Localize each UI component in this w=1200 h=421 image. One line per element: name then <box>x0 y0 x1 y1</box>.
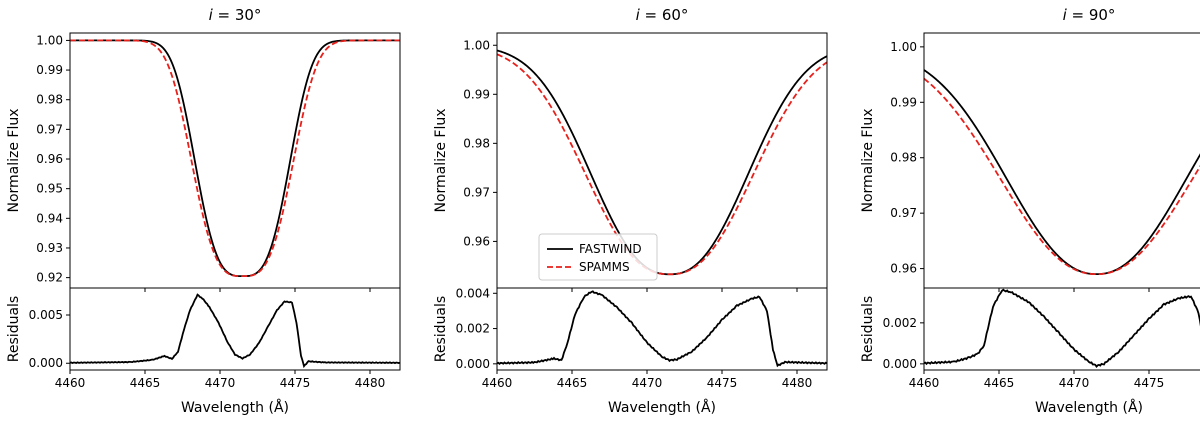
flux-ytick-label: 1.00 <box>36 33 63 47</box>
xtick-label: 4470 <box>632 376 663 390</box>
spamms-line <box>924 77 1200 276</box>
spamms-line <box>70 39 400 278</box>
fastwind-line <box>70 39 400 278</box>
flux-ytick-label: 0.94 <box>36 211 63 225</box>
panel-title-value: = 90° <box>1072 6 1116 24</box>
xtick-label: 4460 <box>909 376 940 390</box>
residuals-y-axis-label: Residuals <box>6 296 22 362</box>
flux-ytick-label: 0.98 <box>463 136 490 150</box>
panel-title-variable: i <box>636 6 645 24</box>
xtick-label: 4465 <box>984 376 1015 390</box>
legend-label-fastwind: FASTWIND <box>579 242 642 256</box>
flux-ytick-label: 0.96 <box>463 234 490 248</box>
flux-ytick-label: 0.98 <box>36 93 63 107</box>
residuals-ytick-label: 0.000 <box>456 357 490 371</box>
residuals-y-axis-label: Residuals <box>433 296 449 362</box>
legend-label-spamms: SPAMMS <box>579 260 630 274</box>
residuals-ytick-label: 0.000 <box>29 356 63 370</box>
residuals-ytick-label: 0.002 <box>456 322 490 336</box>
xtick-label: 4475 <box>707 376 738 390</box>
x-axis-label: Wavelength (Å) <box>1035 399 1143 416</box>
panel-title: i = 60° <box>636 6 689 24</box>
xtick-label: 4470 <box>1059 376 1090 390</box>
x-axis-label: Wavelength (Å) <box>181 399 289 416</box>
panel-2: i = 60° 1.00 0.99 0.98 0.97 0.96 0.000 0.002 0.0… <box>433 6 828 416</box>
residuals-line <box>497 290 827 368</box>
residuals-line <box>70 293 400 369</box>
flux-ytick-label: 0.97 <box>36 122 63 136</box>
fastwind-line <box>924 69 1200 276</box>
flux-ytick-label: 0.98 <box>890 151 917 165</box>
panel-title-variable: i <box>1063 6 1072 24</box>
x-axis-label: Wavelength (Å) <box>608 399 716 416</box>
spamms-line <box>497 53 827 276</box>
panel-1: i = 30° 1.00 0.99 0.98 0.97 0.96 0.95 0.94 0.93 0… <box>6 6 401 416</box>
flux-ytick-label: 0.97 <box>463 185 490 199</box>
flux-y-axis-label: Normalize Flux <box>433 108 449 212</box>
flux-ytick-label: 0.97 <box>890 206 917 220</box>
flux-ytick-label: 0.92 <box>36 271 63 285</box>
panel-3: i = 90° 1.00 0.99 0.98 0.97 0.96 0.000 0.002 446… <box>860 6 1200 416</box>
xtick-label: 4475 <box>280 376 311 390</box>
xtick-label: 4475 <box>1134 376 1165 390</box>
flux-ytick-label: 0.96 <box>36 152 63 166</box>
residuals-axes-frame <box>923 287 1200 371</box>
flux-ytick-label: 1.00 <box>463 38 490 52</box>
panel-title-value: = 30° <box>218 6 262 24</box>
panel-title-value: = 60° <box>645 6 689 24</box>
flux-ytick-label: 1.00 <box>890 40 917 54</box>
residuals-y-axis-label: Residuals <box>860 296 876 362</box>
flux-ytick-label: 0.99 <box>36 63 63 77</box>
xtick-label: 4480 <box>782 376 813 390</box>
legend-box <box>538 233 658 281</box>
panel-title: i = 90° <box>1063 6 1116 24</box>
flux-ytick-label: 0.95 <box>36 182 63 196</box>
flux-ytick-label: 0.93 <box>36 241 63 255</box>
residuals-axes-frame <box>69 287 401 371</box>
legend: FASTWIND SPAMMS <box>538 233 658 281</box>
flux-ytick-label: 0.96 <box>890 262 917 276</box>
panel-title-variable: i <box>209 6 218 24</box>
flux-y-axis-label: Normalize Flux <box>6 108 22 212</box>
xtick-label: 4465 <box>557 376 588 390</box>
xtick-label: 4480 <box>355 376 386 390</box>
flux-ytick-label: 0.99 <box>890 95 917 109</box>
panel-title: i = 30° <box>209 6 262 24</box>
residuals-ytick-label: 0.002 <box>883 316 917 330</box>
flux-y-axis-label: Normalize Flux <box>860 108 876 212</box>
xtick-label: 4460 <box>482 376 513 390</box>
residuals-line <box>924 288 1200 368</box>
flux-axes-frame <box>69 32 401 289</box>
flux-axes-frame <box>923 32 1200 289</box>
residuals-ytick-label: 0.000 <box>883 357 917 371</box>
xtick-label: 4465 <box>130 376 161 390</box>
residuals-ytick-label: 0.005 <box>29 308 63 322</box>
residuals-ytick-label: 0.004 <box>456 286 490 300</box>
xtick-label: 4470 <box>205 376 236 390</box>
flux-ytick-label: 0.99 <box>463 87 490 101</box>
xtick-label: 4460 <box>55 376 86 390</box>
